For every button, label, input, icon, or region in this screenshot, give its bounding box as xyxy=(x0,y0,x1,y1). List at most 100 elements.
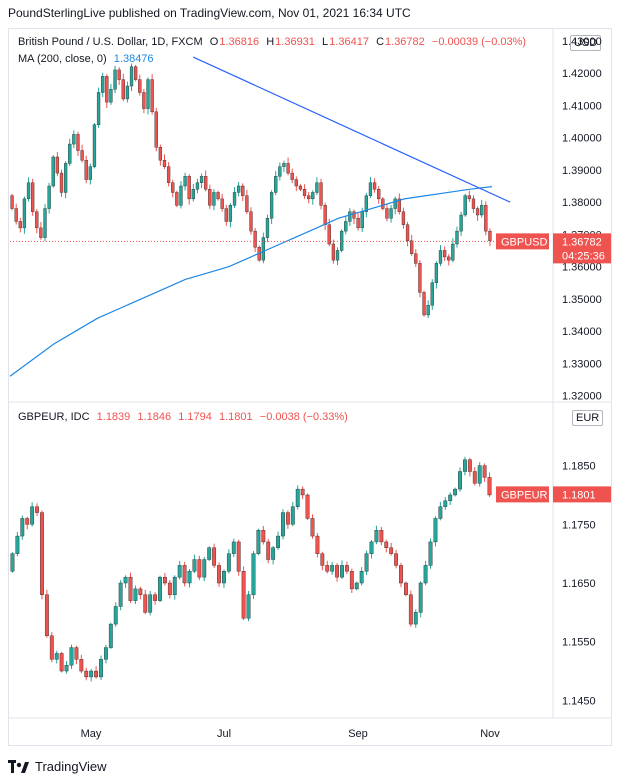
gbpusd-candle-body xyxy=(171,182,175,193)
footer-brand: TradingView xyxy=(35,759,107,774)
gbpeur-candle-body xyxy=(487,477,492,496)
gbpusd-candle-body xyxy=(158,147,163,161)
gbpusd-candle-body xyxy=(385,208,389,219)
gbpeur-candle-body xyxy=(433,518,438,543)
gbpusd-candle-body xyxy=(480,205,484,216)
gbpusd-candle-body xyxy=(59,172,64,193)
gbpusd-candle-body xyxy=(311,192,315,200)
ma-value: 1.38476 xyxy=(113,53,154,65)
tradingview-logo-icon xyxy=(8,759,29,773)
gbpeur-candle-body xyxy=(79,659,84,672)
gbpusd-candle-body xyxy=(55,156,60,174)
gbpeur-candle-body xyxy=(128,576,133,601)
gbpeur-candle-body xyxy=(423,565,428,584)
gbpeur-candle-body xyxy=(89,670,94,678)
gbpusd-candle-body xyxy=(92,124,97,167)
x-tick-label: Sep xyxy=(348,728,368,740)
gbpusd-candle-body xyxy=(459,214,463,232)
open-value: 1.36816 xyxy=(219,36,260,48)
gbpusd-candle-body xyxy=(228,205,233,222)
gbpeur-candle-body xyxy=(463,459,467,472)
x-tick-label: May xyxy=(81,728,102,740)
gbpusd-candle-body xyxy=(327,224,331,245)
chart-frame xyxy=(8,28,612,746)
gbpeur-candle-body xyxy=(177,565,182,578)
gbpusd-candle-body xyxy=(224,208,228,222)
gbpusd-candle-body xyxy=(455,230,459,245)
gbpeur-symbol: GBPEUR, IDC xyxy=(18,411,90,423)
gbpusd-candle-body xyxy=(88,166,92,180)
gbpeur-legend: GBPEUR, IDC 1.1839 1.1846 1.1794 1.1801 … xyxy=(18,411,349,423)
gbpusd-candle-body xyxy=(216,192,220,200)
gbpeur-candle-body xyxy=(290,506,295,525)
gbpeur-high: 1.1846 xyxy=(137,411,172,423)
gbpeur-candle-body xyxy=(271,547,276,560)
gbpusd-y-tick-label: 1.43000 xyxy=(562,36,602,48)
gbpusd-candle-body xyxy=(323,205,327,225)
gbpeur-candle-body xyxy=(266,541,271,560)
gbpeur-name-tag: GBPEUR xyxy=(501,489,548,501)
gbpusd-candle-body xyxy=(208,189,212,206)
gbpusd-candle-body xyxy=(294,179,298,187)
gbpeur-candle-body xyxy=(192,559,197,572)
gbpusd-price-tag-bg xyxy=(553,233,611,264)
ma-200-line xyxy=(9,186,493,377)
trendline xyxy=(192,56,511,203)
low-label: L xyxy=(322,36,329,48)
gbpeur-price-tag: 1.1801 xyxy=(562,489,596,501)
gbpeur-candle-body xyxy=(458,471,462,490)
gbpusd-candle-body xyxy=(393,198,397,209)
close-value: 1.36782 xyxy=(385,36,425,48)
gbpeur-candle-body xyxy=(438,506,443,519)
gbpusd-candle-body xyxy=(183,176,187,187)
gbpusd-candle-body xyxy=(278,166,282,177)
gbpusd-candle-body xyxy=(463,195,467,216)
gbpeur-candle-body xyxy=(143,594,148,613)
gbpusd-candle-body xyxy=(360,211,364,229)
eur-currency-badge[interactable]: EUR xyxy=(572,410,604,426)
gbpeur-candle-body xyxy=(404,582,408,595)
open-label: O xyxy=(209,36,219,48)
gbpusd-candle-body xyxy=(475,208,480,216)
gbpusd-candle-body xyxy=(442,250,447,258)
gbpeur-candle-body xyxy=(467,459,472,472)
gbpusd-candle-body xyxy=(10,195,14,209)
gbpusd-candle-body xyxy=(364,195,368,212)
gbpusd-candle-body xyxy=(356,218,360,229)
gbpeur-candle-body xyxy=(443,500,448,507)
gbpusd-candle-body xyxy=(422,292,426,316)
change-value: −0.00039 (−0.03%) xyxy=(431,36,527,48)
ma-legend: MA (200, close, 0) 1.38476 xyxy=(18,53,155,65)
gbpeur-candle-body xyxy=(369,541,374,554)
gbpeur-candle-body xyxy=(44,594,49,637)
gbpeur-candle-body xyxy=(202,559,207,578)
gbpusd-candle-body xyxy=(22,198,27,229)
gbpusd-candle-body xyxy=(84,159,88,180)
gbpeur-candle-body xyxy=(256,529,261,554)
gbpeur-candle-body xyxy=(108,623,113,648)
gbpeur-candle-body xyxy=(384,541,389,548)
gbpusd-candle-body xyxy=(14,208,18,222)
gbpeur-candle-body xyxy=(84,670,89,678)
gbpeur-candle-body xyxy=(49,635,54,660)
gbpusd-y-tick-label: 1.40000 xyxy=(562,133,602,145)
usd-currency-badge[interactable]: USD xyxy=(570,35,602,51)
gbpusd-candle-body xyxy=(381,198,385,209)
gbpusd-candle-body xyxy=(438,250,443,264)
gbpusd-y-tick-label: 1.41000 xyxy=(562,100,602,112)
gbpusd-candle-body xyxy=(105,76,109,103)
gbpeur-candle-body xyxy=(344,565,349,572)
gbpusd-candle-body xyxy=(447,256,451,261)
gbpeur-candle-body xyxy=(428,541,433,566)
gbpeur-name-tag-bg xyxy=(496,486,549,503)
gbpeur-candle-body xyxy=(251,553,256,595)
gbpeur-candle-body xyxy=(246,594,251,619)
gbpusd-legend: British Pound / U.S. Dollar, 1D, FXCM O1… xyxy=(18,36,527,48)
gbpusd-candle-body xyxy=(488,230,492,241)
gbpeur-candle-body xyxy=(99,659,103,678)
gbpusd-y-tick-label: 1.38000 xyxy=(562,197,602,209)
gbpeur-candle-body xyxy=(197,559,202,578)
gbpusd-candle-body xyxy=(241,185,245,196)
gbpusd-candle-body xyxy=(410,240,414,254)
